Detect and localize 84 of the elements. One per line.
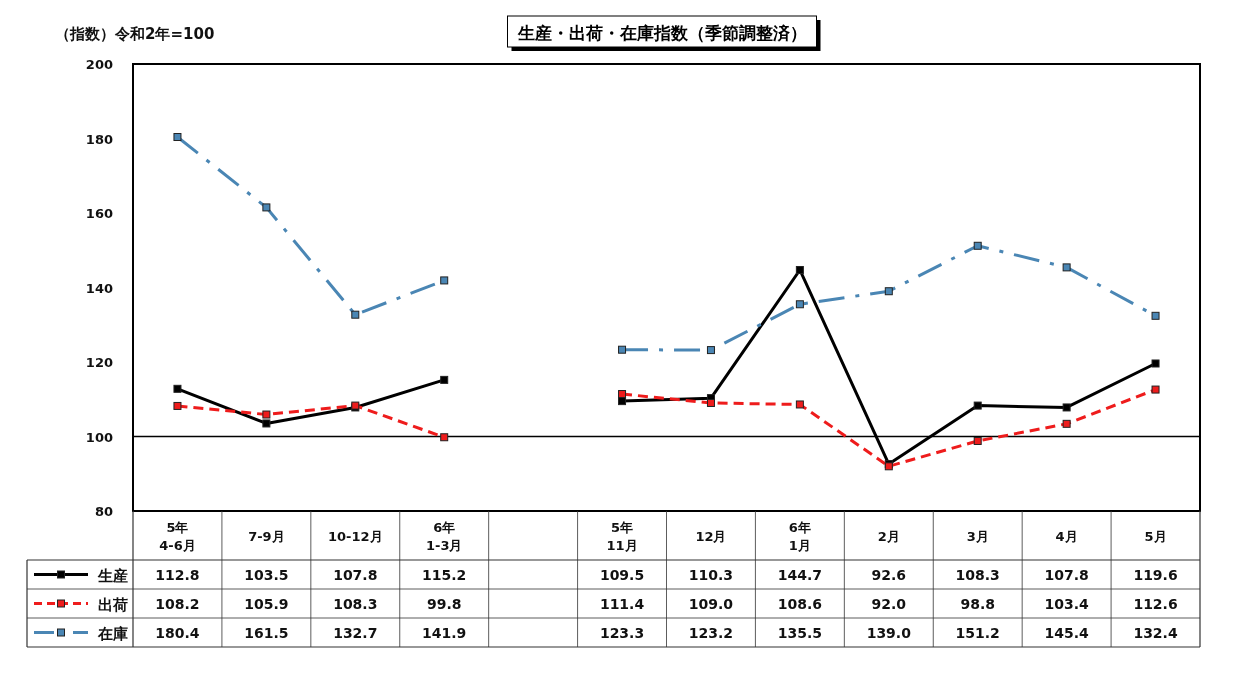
data-label: 103.4 [1044,595,1090,612]
data-label: 115.2 [422,566,467,583]
point [1062,419,1071,428]
point [618,390,627,399]
data-label: 92.0 [871,595,907,612]
y-tick-label: 200 [85,57,113,72]
data-label: 123.3 [599,624,645,641]
data-label: 144.7 [777,566,823,583]
point [351,310,360,319]
data-label: 107.8 [1044,566,1089,583]
y-tick-label: 120 [85,355,113,370]
ylabel: （指数）令和2年=100 [55,25,215,43]
point [262,419,271,428]
data-label: 99.8 [426,595,462,612]
y-tick-label: 140 [85,280,113,296]
x-tick-label: 3月 [966,528,989,544]
point [618,345,627,354]
point [173,133,182,142]
data-label: 161.5 [244,624,289,641]
data-label: 132.4 [1133,624,1178,641]
point [795,400,804,409]
point [440,433,449,442]
point [973,241,982,250]
x-tick-label: 5月 [1144,528,1167,544]
legend-label: 在庫 [97,624,128,643]
x-tick-label: 6年 1-3月 [425,519,463,553]
x-tick-label: 7-9月 [248,528,285,544]
data-label: 135.5 [777,624,823,641]
data-label: 108.3 [955,566,1000,583]
point [884,287,893,296]
data-label: 109.0 [688,595,734,612]
data-label: 139.0 [866,624,912,641]
data-label: 98.8 [960,595,995,612]
y-tick-label: 180 [85,131,113,147]
data-label: 119.6 [1133,566,1178,583]
point [973,436,982,445]
data-label: 108.6 [777,595,823,612]
legend-label: 出荷 [98,595,128,614]
data-label: 108.2 [155,595,200,612]
point [706,398,715,407]
data-label: 109.5 [599,566,645,583]
data-label: 145.4 [1044,624,1090,641]
point [1151,359,1160,368]
point [1062,403,1071,412]
data-label: 123.2 [688,624,734,641]
data-label: 110.3 [688,566,734,583]
point [1062,263,1071,272]
point [262,203,271,212]
data-label: 112.8 [155,566,200,583]
x-tick-label: 2月 [877,528,900,544]
data-label: 92.6 [871,566,907,583]
title: 生産・出荷・在庫指数（季節調整済） [507,15,821,51]
legend-label: 生産 [97,566,128,585]
data-label: 132.7 [333,624,378,641]
x-tick-label: 10-12月 [328,528,383,544]
data-label: 180.4 [155,624,200,641]
chart-title: 生産・出荷・在庫指数（季節調整済） [516,23,807,43]
data-label: 112.6 [1133,595,1178,612]
data-label: 103.5 [244,566,289,583]
x-tick-label: 4月 [1055,528,1078,544]
data-label: 107.8 [333,566,378,583]
data-label: 151.2 [955,624,1000,641]
point [1151,385,1160,394]
data-label: 108.3 [333,595,378,612]
point [440,375,449,384]
point [440,276,449,285]
point [173,384,182,393]
y-tick-label: 80 [94,504,113,519]
point [706,346,715,355]
y-tick-label: 160 [85,206,113,221]
point [973,401,982,410]
point [795,265,804,274]
point [1151,311,1160,320]
point [173,401,182,410]
point [795,300,804,309]
point [262,410,271,419]
x-tick-label: 6年 1月 [788,519,811,553]
data-label: 105.9 [244,595,289,612]
x-tick-label: 5年 11月 [606,519,638,553]
y-tick-label: 100 [85,429,113,445]
x-tick-label: 5年 4-6月 [159,519,196,553]
x-tick-label: 12月 [695,528,727,544]
data-label: 111.4 [599,595,645,612]
data-label: 141.9 [422,624,467,641]
